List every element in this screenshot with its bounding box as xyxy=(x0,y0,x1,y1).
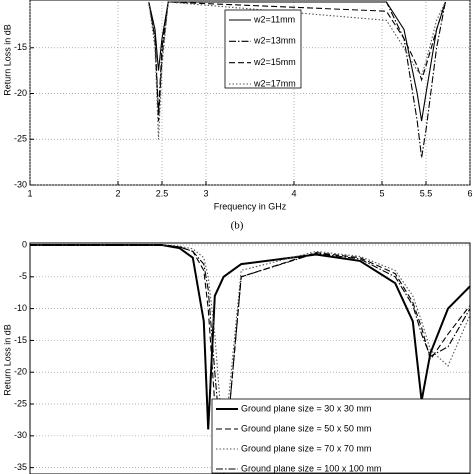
series-line xyxy=(148,1,446,140)
x-tick-label: 5.5 xyxy=(420,188,433,198)
series-line xyxy=(30,244,470,449)
y-tick-label: -30 xyxy=(14,430,27,440)
y-tick-label: -15 xyxy=(14,42,27,52)
y-tick-label: -10 xyxy=(14,303,27,313)
caption: (b) xyxy=(231,220,244,232)
series-group xyxy=(30,244,470,474)
series-line xyxy=(30,244,470,430)
x-tick-label: 4 xyxy=(291,188,296,198)
y-tick-label: -5 xyxy=(19,271,27,281)
y-tick-label: -15 xyxy=(14,335,27,345)
legend-label: w2=13mm xyxy=(253,36,296,46)
legend-label: w2=15mm xyxy=(253,57,296,67)
x-tick-label: 1 xyxy=(27,188,32,198)
x-tick-label: 2.5 xyxy=(156,188,169,198)
y-tick-label: -30 xyxy=(14,179,27,189)
x-tick-label: 3 xyxy=(203,188,208,198)
y-tick-label: -20 xyxy=(14,367,27,377)
x-tick-label: 6 xyxy=(467,188,472,198)
legend-box xyxy=(211,398,471,474)
legend-label: w2=11mm xyxy=(253,14,295,24)
legend-label: Ground plane size = 50 x 50 mm xyxy=(241,423,371,433)
legend-label: Ground plane size = 70 x 70 mm xyxy=(241,443,371,453)
y-tick-label: -25 xyxy=(14,134,27,144)
y-tick-label: -25 xyxy=(14,398,27,408)
y-tick-label: 0 xyxy=(22,239,27,249)
y-tick-label: -20 xyxy=(14,88,27,98)
series-group xyxy=(148,1,446,158)
y-axis-label: Return Loss in dB xyxy=(2,324,12,396)
x-tick-label: 5 xyxy=(379,188,384,198)
legend-label: w2=17mm xyxy=(253,78,296,88)
legend-label: Ground plane size = 30 x 30 mm xyxy=(241,403,371,413)
series-line xyxy=(148,1,446,122)
y-axis-label: Return Loss in dB xyxy=(2,24,12,96)
series-line xyxy=(148,1,446,158)
legend-box xyxy=(224,9,302,89)
series-line xyxy=(148,1,446,122)
x-axis-label: Frequency in GHz xyxy=(214,201,287,211)
y-tick-label: -35 xyxy=(14,462,27,472)
series-line xyxy=(30,244,470,474)
x-tick-label: 2 xyxy=(115,188,120,198)
legend-label: Ground plane size = 100 x 100 mm xyxy=(241,463,381,473)
